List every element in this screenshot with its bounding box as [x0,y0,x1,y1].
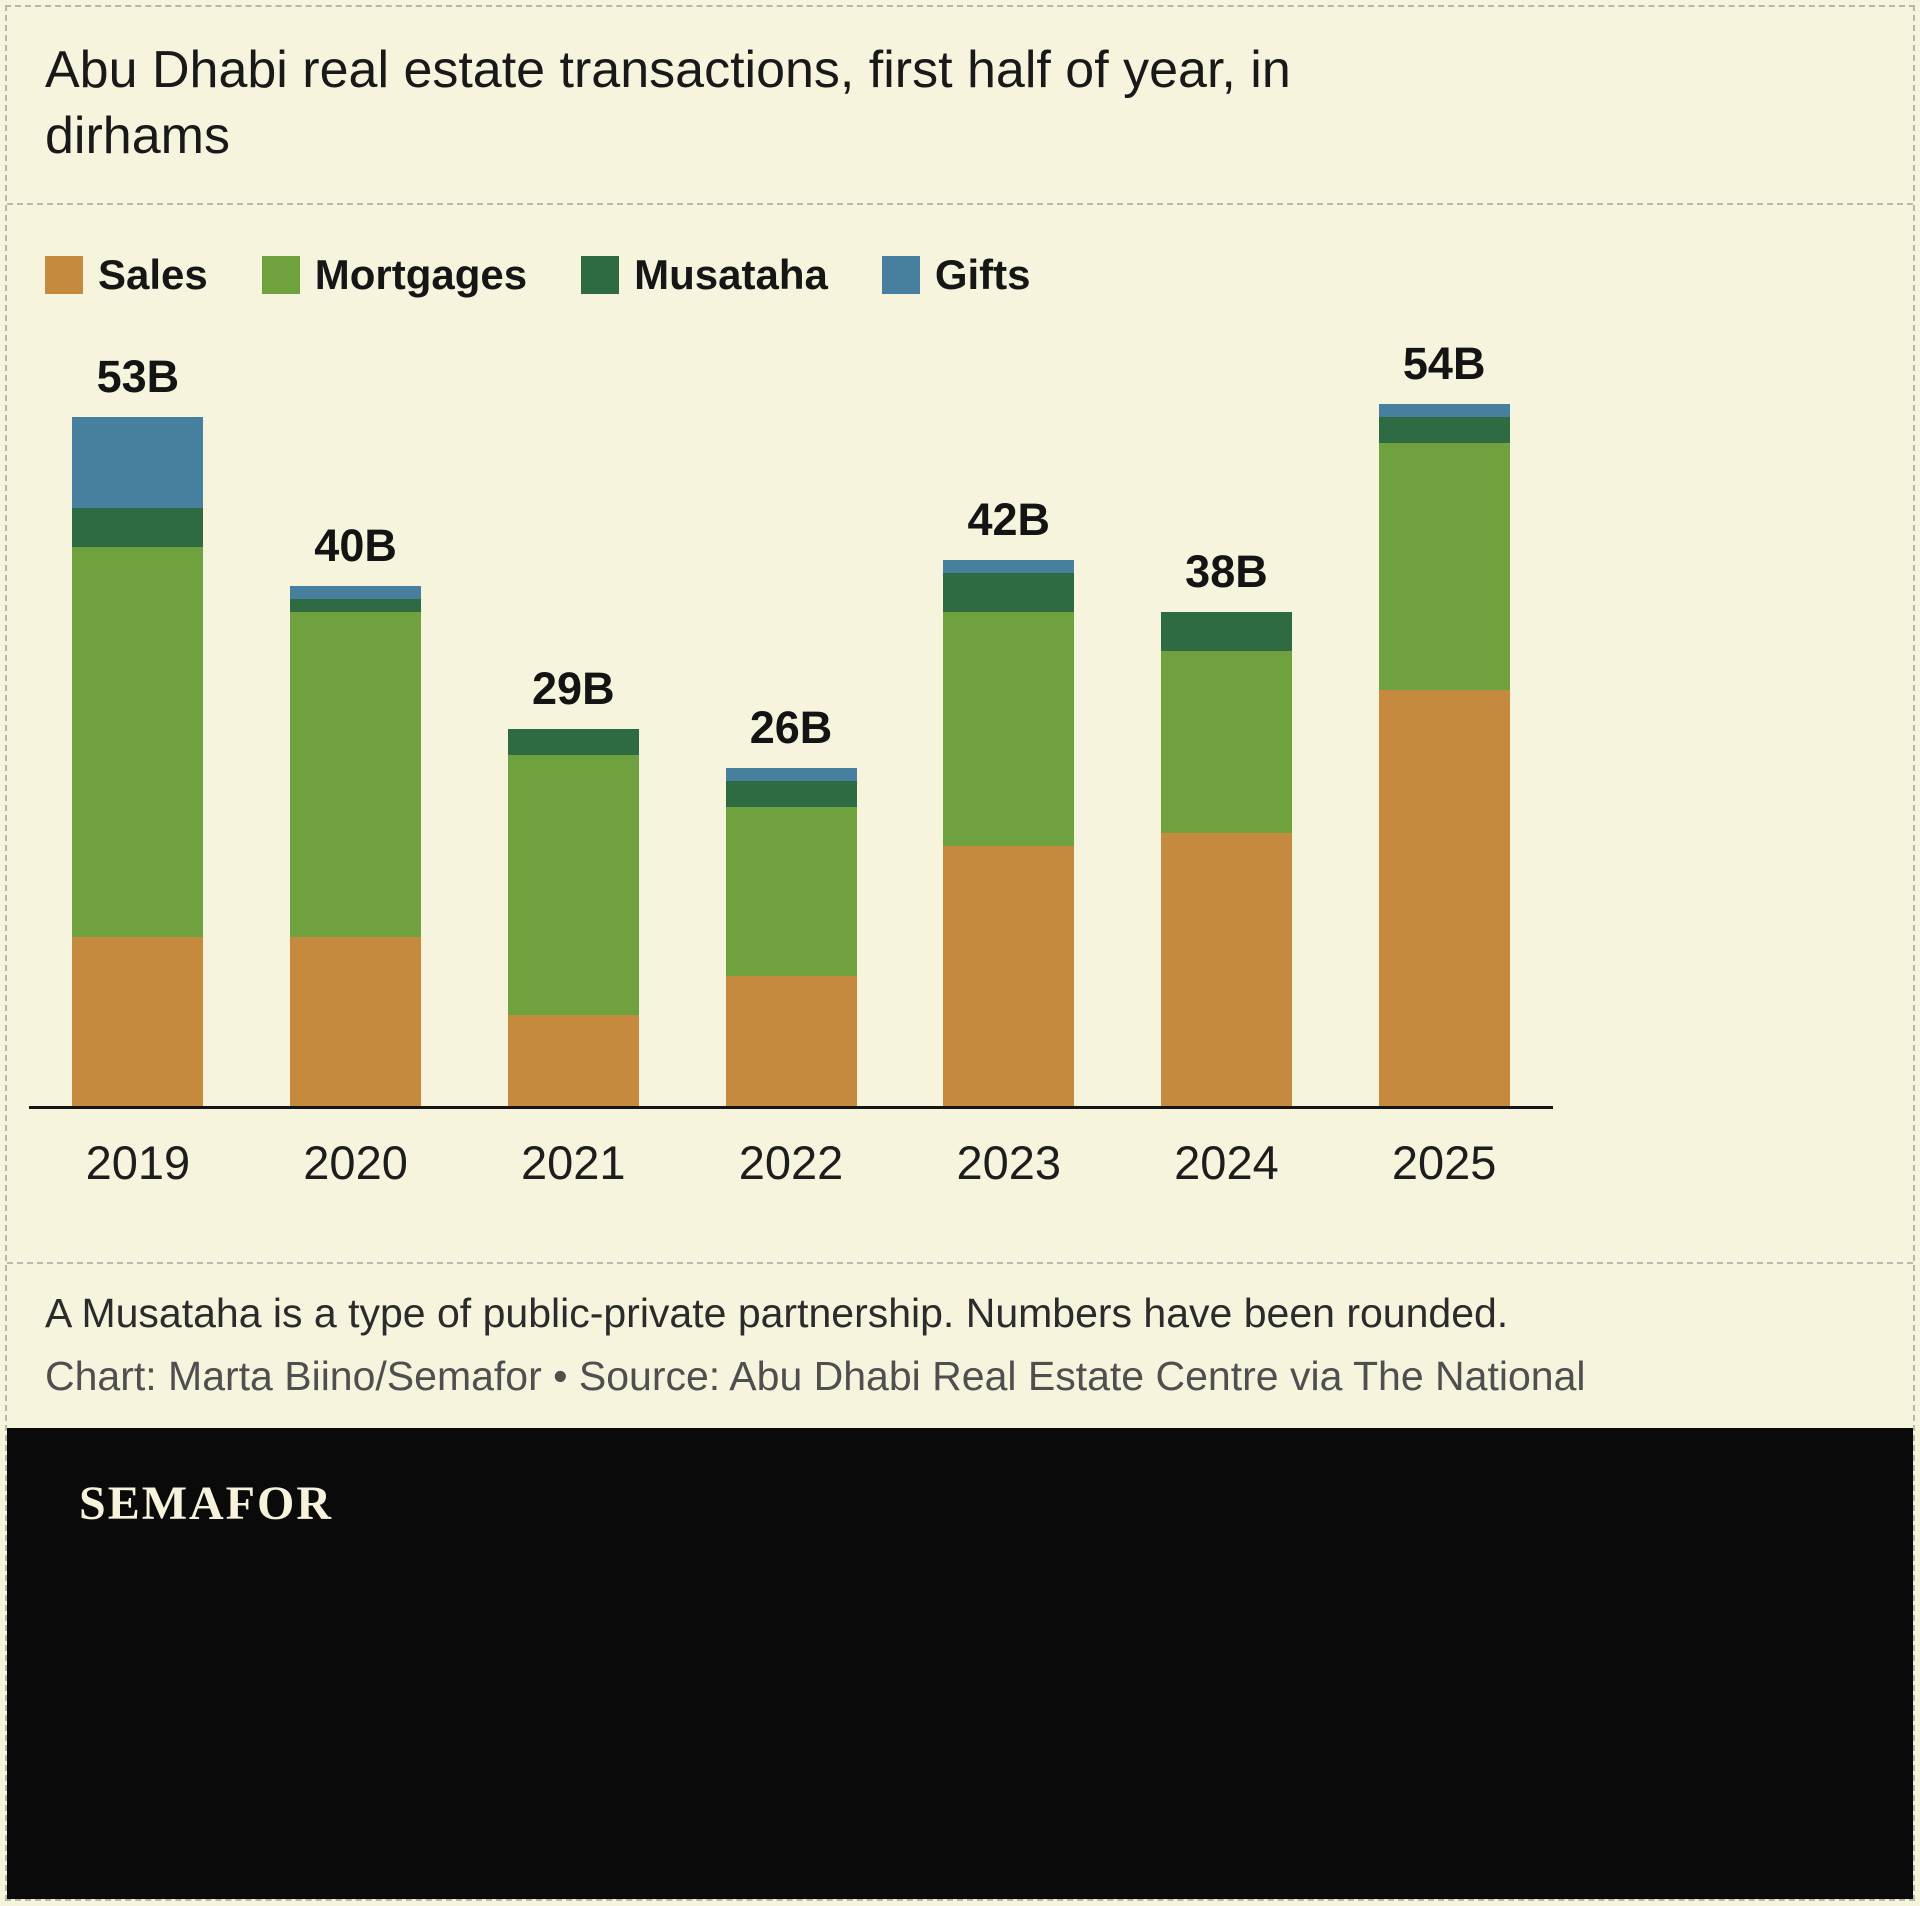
x-axis-label: 2023 [956,1136,1062,1190]
page: Abu Dhabi real estate transactions, firs… [5,5,1915,1901]
bar-stack [725,768,857,1107]
bar-segment-musataha [1378,417,1510,444]
x-axis-label: 2024 [1174,1136,1279,1190]
bar-stack [507,729,639,1107]
legend-item-musataha: Musataha [581,251,828,299]
bar-segment-sales [72,937,204,1107]
bar-total-label: 40B [314,520,397,572]
bar-total-label: 42B [967,494,1051,546]
bar-segment-sales [507,1015,639,1107]
bar-group: 29B [464,299,682,1107]
x-axis-label: 2019 [85,1136,191,1190]
bar-segment-mortgages [1378,443,1510,691]
bar-segment-sales [725,976,857,1107]
bar-group: 42B [900,299,1118,1107]
bar-total-label: 29B [532,663,615,715]
bar-segment-mortgages [943,612,1075,847]
bar-segment-gifts [725,768,857,782]
bar-segment-musataha [72,508,204,548]
bar-total-label: 54B [1402,338,1486,390]
x-axis-label: 2021 [521,1136,626,1190]
bar-group: 38B [1118,299,1336,1107]
bar-segment-gifts [290,586,422,600]
bar-segment-sales [290,937,422,1107]
bar-group: 26B [682,299,900,1107]
bar-total-label: 26B [749,702,833,754]
bar-stack [72,417,204,1107]
bar-group: 54B [1335,299,1553,1107]
bar-segment-musataha [1160,612,1292,652]
mortgages-swatch-icon [261,256,300,295]
legend-label: Gifts [934,251,1031,299]
legend-label: Sales [98,251,208,299]
legend: Sales Mortgages Musataha Gifts [45,251,1875,299]
bar-segment-mortgages [1160,651,1292,834]
divider-bottom [7,1262,1913,1265]
bar-segment-musataha [943,573,1075,613]
bar-segment-gifts [72,417,204,509]
bar-stack [290,586,422,1107]
bar-segment-sales [1378,690,1510,1107]
bar-segment-musataha [725,781,857,808]
x-axis-label: 2022 [738,1136,844,1190]
bar-group: 53B [29,299,247,1107]
bar-segment-mortgages [290,612,422,938]
legend-item-sales: Sales [45,251,208,299]
musataha-swatch-icon [581,256,620,295]
bar-segment-mortgages [725,807,857,977]
bar-stack [943,560,1075,1107]
sales-swatch-icon [45,256,83,295]
bar-segment-sales [943,846,1075,1107]
bar-segment-gifts [1378,404,1510,418]
x-axis-label: 2025 [1391,1136,1497,1190]
legend-item-gifts: Gifts [881,251,1031,299]
bar-total-label: 53B [96,351,180,403]
bar-group: 40B [247,299,465,1107]
bar-stack [1378,404,1510,1107]
plot-area: 53B 40B 29B 26B 42B 38B 54B [29,299,1553,1110]
bar-segment-mortgages [507,755,639,1016]
legend-label: Musataha [634,251,828,299]
page-title: Abu Dhabi real estate transactions, firs… [45,41,1291,166]
divider-top [7,203,1913,206]
legend-item-mortgages: Mortgages [261,251,528,299]
bar-stack [1160,612,1292,1107]
legend-label: Mortgages [314,251,528,299]
bar-segment-sales [1160,833,1292,1107]
footnote: A Musataha is a type of public-private p… [45,1290,1509,1337]
semafor-logo: SEMAFOR [79,1477,333,1531]
gifts-swatch-icon [881,256,920,295]
x-axis-labels: 2019 2020 2021 2022 2023 2024 2025 [29,1135,1553,1190]
bar-segment-gifts [943,560,1075,574]
bar-total-label: 38B [1185,546,1268,598]
footer-bar: SEMAFOR [7,1428,1913,1899]
bar-segment-musataha [507,729,639,756]
bar-segment-musataha [290,599,422,613]
stacked-bar-chart: 53B 40B 29B 26B 42B 38B 54B 2019 2020 2021 2022 20… [7,299,1913,1190]
x-axis-label: 2020 [303,1136,408,1190]
credit-line: Chart: Marta Biino/Semafor • Source: Abu… [45,1353,1586,1400]
bar-segment-mortgages [72,547,204,938]
